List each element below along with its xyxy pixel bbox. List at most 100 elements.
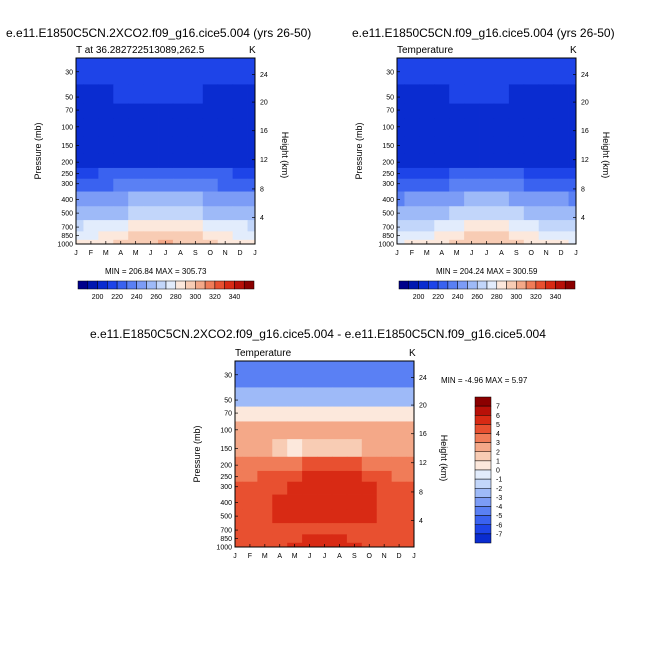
heat-cell <box>404 167 420 180</box>
x-tick-label: N <box>382 553 387 560</box>
heat-cell <box>568 84 577 104</box>
heat-cell <box>361 456 378 472</box>
heat-cell <box>376 494 393 510</box>
colorbar-swatch <box>204 280 216 290</box>
heat-cell <box>76 84 84 104</box>
heat-cell <box>508 220 525 232</box>
heat-cell <box>287 456 303 472</box>
heat-cell <box>391 523 407 535</box>
y-tick-label: 150 <box>61 143 73 150</box>
heat-cell <box>113 58 129 85</box>
heat-cell <box>242 456 258 472</box>
colorbar-swatch <box>398 280 410 290</box>
heat-cell <box>242 361 258 388</box>
y-right-tick-label: 4 <box>581 215 585 222</box>
heat-cell <box>419 84 435 104</box>
heat-cell <box>331 361 348 388</box>
y-tick-label: 850 <box>220 536 232 543</box>
y-tick-label: 150 <box>220 446 232 453</box>
x-tick-label: M <box>454 250 460 257</box>
heat-cell <box>158 84 174 104</box>
heat-cell <box>391 534 407 544</box>
x-tick-label: J <box>395 250 399 257</box>
colorbar-swatch <box>474 405 492 416</box>
heat-cell <box>98 178 114 192</box>
colorbar-label: 6 <box>496 413 500 420</box>
heat-cell <box>553 231 569 241</box>
heat-cell <box>76 58 84 85</box>
heat-cell <box>247 58 256 85</box>
heat-cell <box>232 118 248 137</box>
heat-cell <box>143 231 159 241</box>
heat-cell <box>128 118 144 137</box>
y-right-tick-label: 4 <box>260 215 264 222</box>
heat-cell <box>331 534 348 544</box>
heat-cell <box>568 58 577 85</box>
heat-cell <box>434 118 450 137</box>
y-right-tick-label: 24 <box>419 375 427 382</box>
heat-cell <box>538 136 555 155</box>
colorbar-label: 340 <box>229 294 241 301</box>
heat-cell <box>128 231 144 241</box>
colorbar-label: 7 <box>496 404 500 411</box>
heat-cell <box>449 118 465 137</box>
heat-cell <box>331 456 348 472</box>
heat-cell <box>464 136 480 155</box>
colorbar-swatch <box>214 280 225 290</box>
heat-cell <box>404 58 420 85</box>
heat-cell <box>449 153 465 169</box>
heat-cell <box>361 406 378 422</box>
heat-cell <box>247 118 256 137</box>
colorbar-label: 280 <box>170 294 182 301</box>
heat-cell <box>202 178 219 192</box>
heat-cell <box>361 509 378 524</box>
heat-cell <box>419 206 435 221</box>
heat-cell <box>98 118 114 137</box>
heat-cell <box>317 361 333 388</box>
heat-cell <box>217 103 234 119</box>
heat-cell <box>76 191 84 207</box>
colorbar-swatch <box>474 433 492 443</box>
y-right-tick-label: 20 <box>419 403 427 410</box>
heat-cell <box>187 220 204 232</box>
y-tick-label: 200 <box>382 160 394 167</box>
y-right-tick-label: 8 <box>260 186 264 193</box>
heat-cell <box>404 191 420 207</box>
heat-cell <box>83 153 99 169</box>
heat-cell <box>302 361 318 388</box>
x-tick-label: N <box>544 250 549 257</box>
heat-cell <box>76 231 84 241</box>
heat-cell <box>317 421 333 440</box>
heat-cell <box>331 509 348 524</box>
heat-cell <box>508 206 525 221</box>
heat-cell <box>406 439 415 458</box>
heat-cell <box>317 439 333 458</box>
heat-cell <box>397 136 405 155</box>
heat-cell <box>406 361 415 388</box>
heat-cell <box>493 103 510 119</box>
heat-cell <box>404 153 420 169</box>
heat-cell <box>361 361 378 388</box>
heat-cell <box>217 206 234 221</box>
colorbar-swatch <box>155 280 167 290</box>
colorbar-label: 300 <box>189 294 201 301</box>
heat-cell <box>83 118 99 137</box>
y-tick-label: 700 <box>220 528 232 535</box>
heat-cell <box>247 84 256 104</box>
heat-cell <box>479 118 495 137</box>
colorbar-swatch <box>506 280 517 290</box>
heat-cell <box>172 178 189 192</box>
panel3-minmax: MIN = -4.96 MAX = 5.97 <box>441 376 528 385</box>
colorbar-swatch <box>77 280 89 290</box>
heat-cell <box>272 494 288 510</box>
heat-cell <box>247 220 256 232</box>
heat-cell <box>128 58 144 85</box>
heat-cell <box>346 534 363 544</box>
heat-cell <box>391 494 407 510</box>
heat-cell <box>143 191 159 207</box>
y-tick-label: 50 <box>386 95 394 102</box>
heat-cell <box>568 167 577 180</box>
heat-cell <box>76 206 84 221</box>
heat-cell <box>98 153 114 169</box>
heat-cell <box>76 220 84 232</box>
